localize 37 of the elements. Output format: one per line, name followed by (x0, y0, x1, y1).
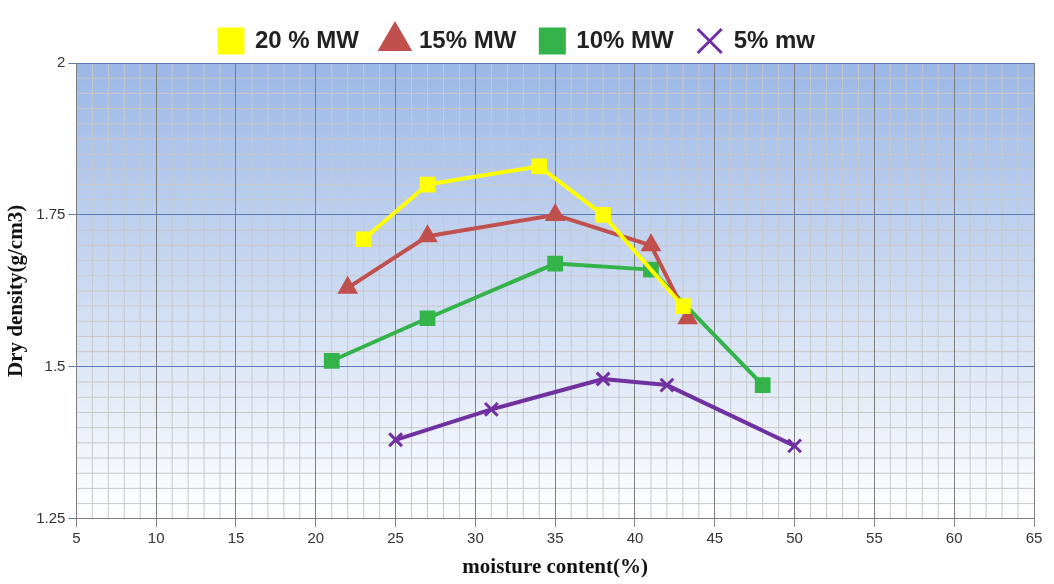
x-axis-title: moisture content(%) (462, 553, 649, 578)
y-tick-label: 1.25 (36, 508, 66, 526)
legend-label: 20 % MW (254, 25, 360, 53)
x-tick-label: 25 (387, 528, 404, 546)
point (786, 438, 803, 454)
y-tick-label: 1.75 (36, 205, 66, 223)
x-tick-label: 30 (467, 528, 484, 546)
point (419, 176, 436, 193)
legend-label: 10% MW (576, 25, 675, 53)
x-tick-label: 50 (786, 528, 803, 546)
x-tick-label: 5 (72, 528, 81, 546)
point (659, 377, 675, 393)
x-tick-label: 15 (227, 528, 245, 546)
y-tick-label: 2 (57, 53, 66, 71)
point (355, 231, 372, 248)
point (483, 401, 500, 418)
y-tick-label: 1.5 (44, 357, 66, 375)
point (754, 377, 771, 393)
legend-label: 5% mw (733, 25, 816, 53)
x-tick-label: 45 (706, 528, 724, 546)
x-tick-label: 65 (1025, 528, 1043, 546)
x-tick-label: 60 (945, 528, 963, 546)
x-tick-label: 35 (546, 528, 564, 546)
x-tick-label: 20 (307, 528, 325, 546)
point (531, 158, 548, 175)
y-axis-title: Dry density(g/cm3) (3, 204, 28, 377)
point (595, 207, 611, 223)
x-tick-label: 10 (147, 528, 165, 546)
legend-label: 15% MW (418, 25, 517, 53)
point (419, 310, 436, 327)
point (675, 298, 691, 314)
point (323, 352, 340, 369)
point (547, 255, 564, 272)
point (595, 371, 611, 387)
x-tick-label: 40 (626, 528, 644, 546)
x-tick-label: 55 (866, 528, 883, 546)
point (387, 431, 404, 448)
